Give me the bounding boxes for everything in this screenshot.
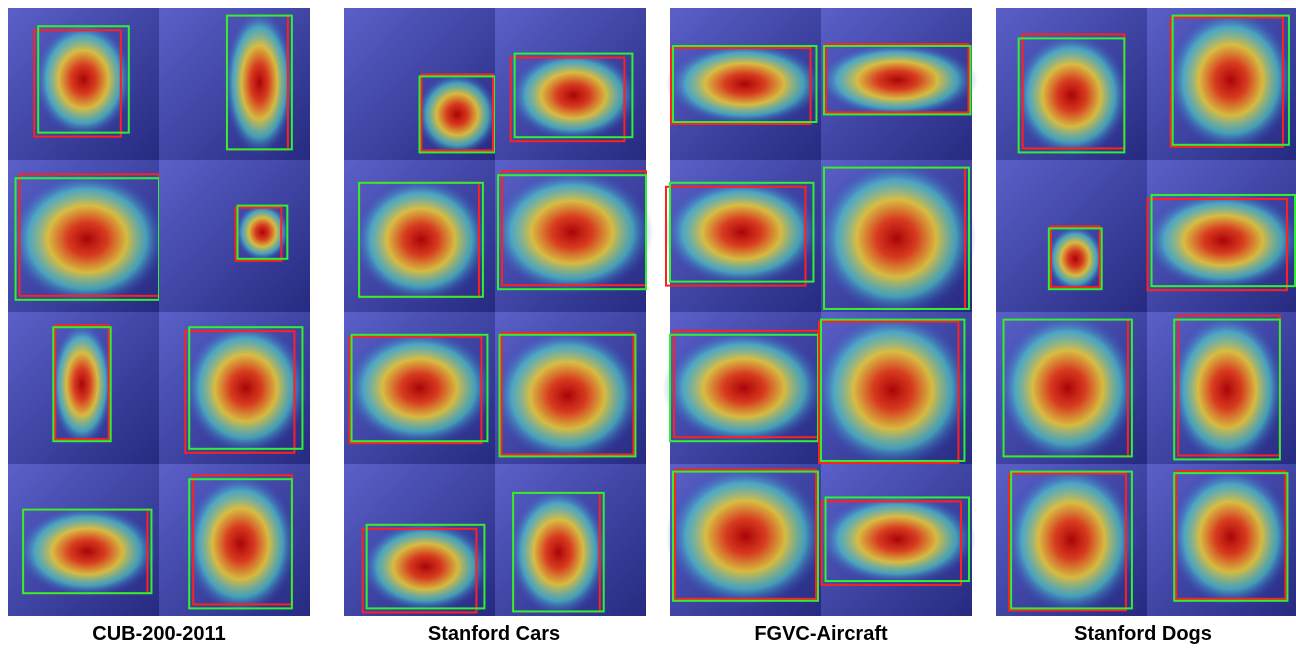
heatmap [491,170,654,295]
heatmap [817,43,978,118]
heatmap [50,322,113,447]
heatmap [17,505,158,597]
caption: Stanford Cars [428,623,560,645]
heatmap [814,313,972,468]
heatmap [493,329,642,463]
heatmap [1167,9,1295,151]
heatmap [666,42,824,126]
heatmap [666,465,825,607]
heatmap [509,487,609,617]
heatmap [416,73,499,157]
heatmap [818,493,976,585]
caption: CUB-200-2011 [92,623,225,645]
figure: CUB-200-2011 Stanford Cars FGVC-Aircraft… [0,0,1296,654]
caption: Stanford Dogs [1074,623,1212,645]
heatmap [34,21,134,138]
heatmap [224,9,295,156]
heatmap [184,473,297,615]
heatmap [663,178,821,287]
caption: FGVC-Aircraft [754,623,888,645]
heatmap [1046,225,1104,292]
heatmap [1013,33,1129,158]
heatmap [1005,465,1138,615]
heatmap [1169,467,1294,607]
heatmap [361,521,491,613]
heatmap [1144,190,1296,290]
heatmap [1169,313,1285,467]
heatmap [663,329,826,446]
heatmap [997,313,1138,463]
heatmap [817,161,976,316]
heatmap [353,177,489,302]
heatmap [184,321,309,455]
heatmap [345,329,494,446]
heatmap [8,172,166,306]
heatmap [509,49,639,141]
